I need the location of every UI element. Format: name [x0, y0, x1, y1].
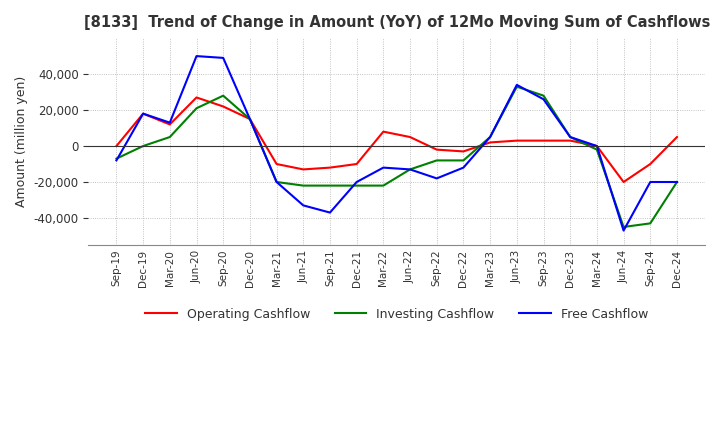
Operating Cashflow [246, 117, 254, 122]
Investing Cashflow [566, 134, 575, 139]
Title: [8133]  Trend of Change in Amount (YoY) of 12Mo Moving Sum of Cashflows: [8133] Trend of Change in Amount (YoY) o… [84, 15, 710, 30]
Operating Cashflow [139, 111, 148, 116]
Investing Cashflow [593, 147, 601, 152]
Investing Cashflow [459, 158, 468, 163]
Free Cashflow [459, 165, 468, 170]
Free Cashflow [192, 53, 201, 59]
Free Cashflow [219, 55, 228, 61]
Investing Cashflow [539, 93, 548, 98]
Free Cashflow [166, 120, 174, 125]
Operating Cashflow [272, 161, 281, 167]
Operating Cashflow [325, 165, 334, 170]
Investing Cashflow [299, 183, 307, 188]
Free Cashflow [566, 134, 575, 139]
Investing Cashflow [192, 106, 201, 111]
Y-axis label: Amount (million yen): Amount (million yen) [15, 76, 28, 207]
Free Cashflow [672, 180, 681, 185]
Investing Cashflow [112, 156, 121, 161]
Operating Cashflow [566, 138, 575, 143]
Investing Cashflow [406, 167, 415, 172]
Investing Cashflow [219, 93, 228, 98]
Free Cashflow [646, 180, 654, 185]
Free Cashflow [593, 143, 601, 149]
Investing Cashflow [139, 143, 148, 149]
Investing Cashflow [433, 158, 441, 163]
Operating Cashflow [352, 161, 361, 167]
Legend: Operating Cashflow, Investing Cashflow, Free Cashflow: Operating Cashflow, Investing Cashflow, … [140, 303, 653, 326]
Free Cashflow [486, 134, 495, 139]
Operating Cashflow [192, 95, 201, 100]
Free Cashflow [112, 158, 121, 163]
Investing Cashflow [166, 134, 174, 139]
Free Cashflow [406, 167, 415, 172]
Investing Cashflow [352, 183, 361, 188]
Free Cashflow [139, 111, 148, 116]
Free Cashflow [379, 165, 387, 170]
Line: Operating Cashflow: Operating Cashflow [117, 98, 677, 182]
Investing Cashflow [619, 224, 628, 230]
Free Cashflow [299, 203, 307, 208]
Operating Cashflow [166, 122, 174, 127]
Free Cashflow [539, 97, 548, 102]
Free Cashflow [325, 210, 334, 215]
Operating Cashflow [433, 147, 441, 152]
Operating Cashflow [379, 129, 387, 134]
Investing Cashflow [513, 84, 521, 89]
Operating Cashflow [593, 143, 601, 149]
Operating Cashflow [299, 167, 307, 172]
Operating Cashflow [646, 161, 654, 167]
Investing Cashflow [646, 221, 654, 226]
Investing Cashflow [379, 183, 387, 188]
Line: Free Cashflow: Free Cashflow [117, 56, 677, 231]
Free Cashflow [513, 82, 521, 88]
Operating Cashflow [459, 149, 468, 154]
Free Cashflow [352, 180, 361, 185]
Operating Cashflow [513, 138, 521, 143]
Free Cashflow [272, 180, 281, 185]
Operating Cashflow [219, 104, 228, 109]
Investing Cashflow [246, 117, 254, 122]
Operating Cashflow [672, 134, 681, 139]
Free Cashflow [433, 176, 441, 181]
Operating Cashflow [406, 134, 415, 139]
Investing Cashflow [272, 180, 281, 185]
Operating Cashflow [619, 180, 628, 185]
Free Cashflow [619, 228, 628, 233]
Operating Cashflow [486, 140, 495, 145]
Line: Investing Cashflow: Investing Cashflow [117, 87, 677, 227]
Operating Cashflow [112, 143, 121, 149]
Investing Cashflow [486, 134, 495, 139]
Investing Cashflow [672, 180, 681, 185]
Free Cashflow [246, 117, 254, 122]
Investing Cashflow [325, 183, 334, 188]
Operating Cashflow [539, 138, 548, 143]
